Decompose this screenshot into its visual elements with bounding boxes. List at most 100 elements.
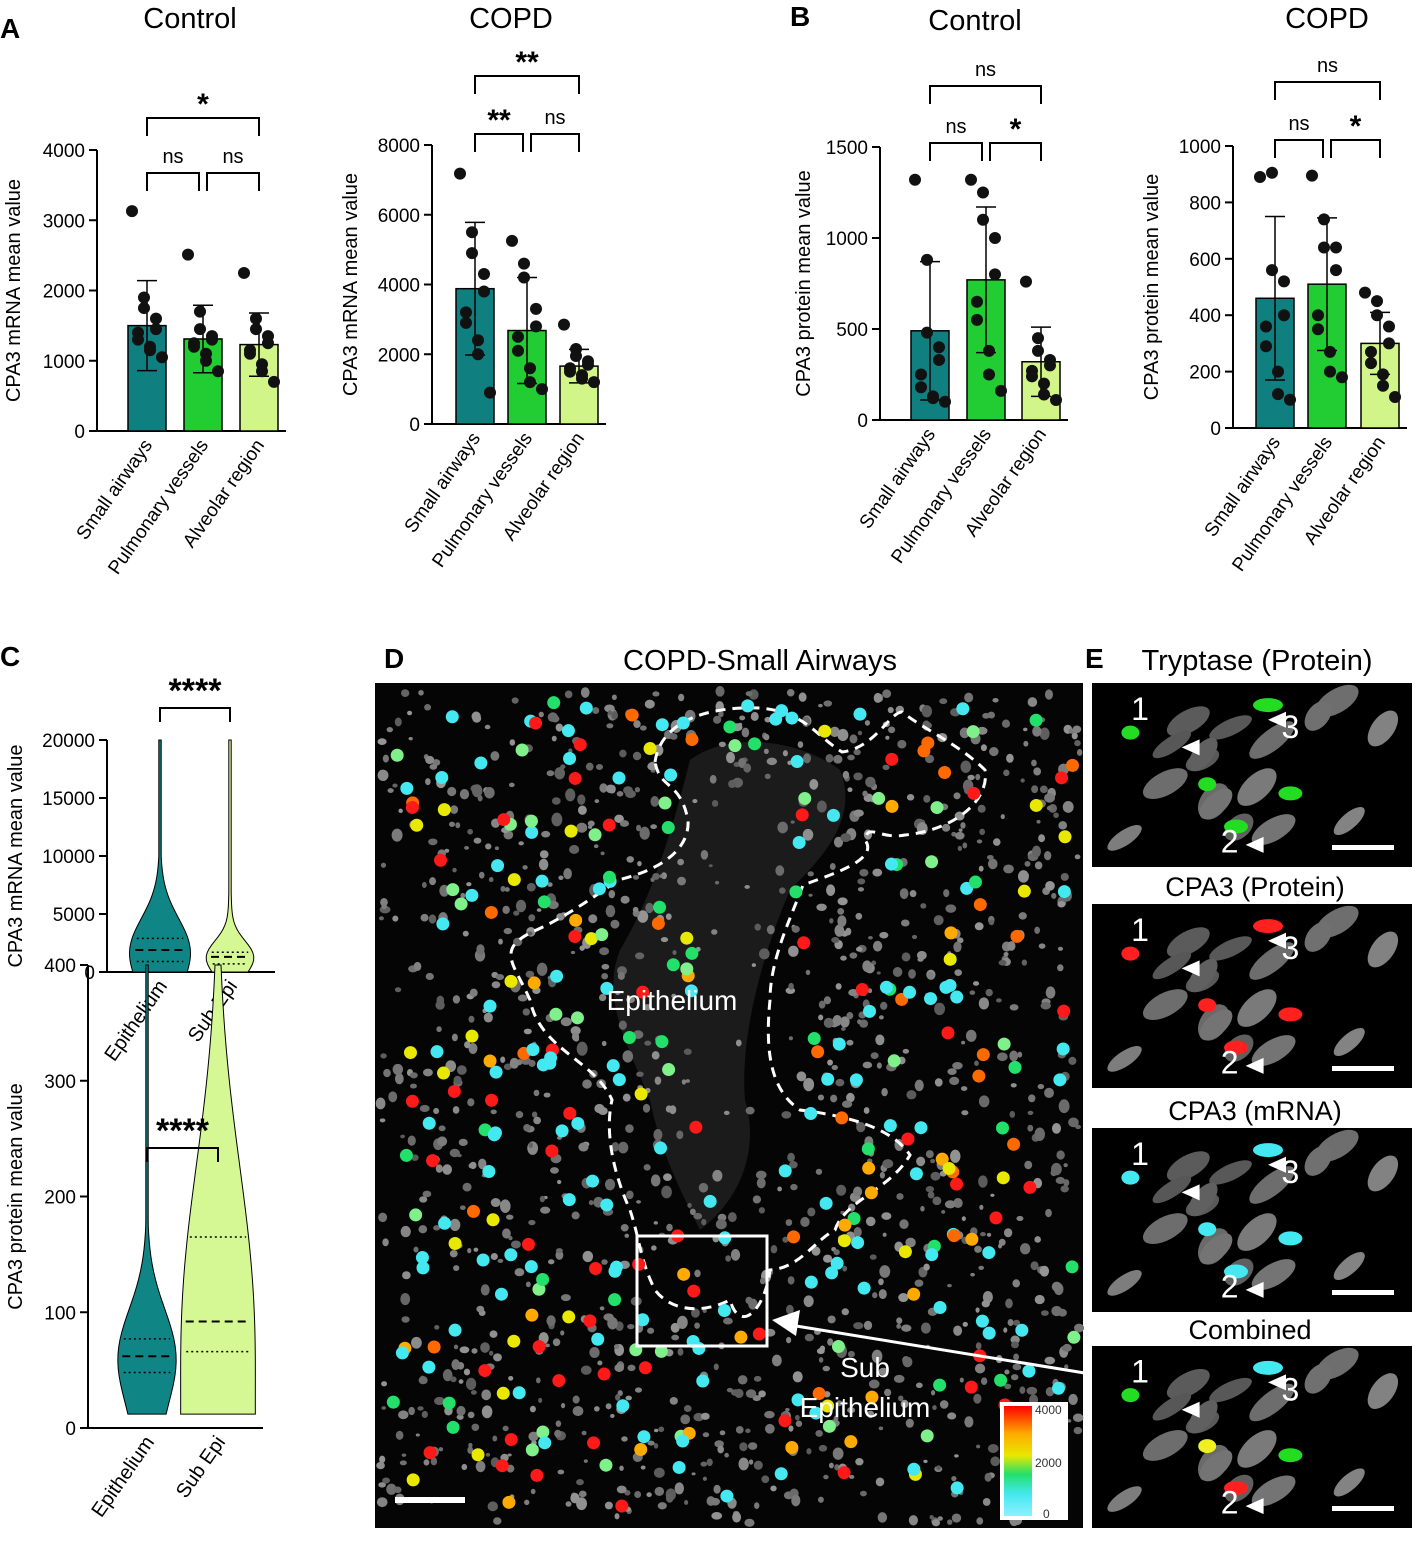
- nucleus: [787, 1276, 795, 1285]
- stain-signal: [1278, 1448, 1303, 1463]
- cell-dot: [654, 1344, 668, 1358]
- nucleus: [745, 1428, 751, 1434]
- nucleus: [902, 1048, 910, 1054]
- nucleus: [711, 929, 718, 935]
- cell-dot: [654, 1141, 668, 1155]
- cell-dot: [536, 1273, 550, 1287]
- data-point: [915, 368, 927, 381]
- nucleus: [581, 1430, 587, 1436]
- cell-dot: [1057, 885, 1071, 899]
- nucleus: [1024, 1160, 1033, 1170]
- nucleus: [835, 983, 842, 990]
- cell-dot: [687, 1284, 701, 1298]
- cell-dot: [386, 1395, 400, 1409]
- data-point: [995, 384, 1007, 397]
- nucleus: [789, 1160, 798, 1169]
- nucleus: [608, 890, 616, 899]
- cell-dot: [423, 1446, 437, 1460]
- cell-dot: [914, 1121, 928, 1135]
- cell-marker-arrow: [1245, 1057, 1264, 1074]
- nucleus: [1023, 740, 1029, 747]
- data-point: [1278, 275, 1290, 288]
- nucleus: [522, 865, 528, 870]
- data-point: [512, 330, 524, 343]
- y-tick-label: 0: [84, 963, 95, 984]
- significance-bracket: [1274, 81, 1381, 100]
- nucleus: [728, 779, 737, 789]
- significance-bracket: [929, 142, 983, 161]
- nucleus: [931, 1519, 941, 1527]
- nucleus: [469, 988, 478, 997]
- cell-dot: [775, 704, 789, 718]
- cell-dot: [676, 716, 690, 730]
- nucleus: [974, 1363, 986, 1374]
- nucleus: [475, 1460, 486, 1473]
- data-point: [156, 351, 168, 364]
- nucleus: [510, 1240, 521, 1249]
- cell-dot: [583, 1314, 597, 1328]
- nucleus: [978, 1095, 990, 1108]
- nucleus: [476, 944, 485, 955]
- tissue-cell: [1188, 737, 1218, 772]
- nucleus: [882, 689, 892, 698]
- cell-dot: [925, 1248, 939, 1262]
- nucleus: [921, 705, 933, 718]
- cell-dot: [785, 1441, 799, 1455]
- nucleus: [527, 1141, 539, 1155]
- nucleus: [599, 783, 608, 793]
- nucleus: [962, 842, 968, 849]
- significance-bracket: [1274, 139, 1324, 158]
- nucleus: [400, 1293, 411, 1306]
- nucleus: [868, 935, 873, 940]
- nucleus: [954, 831, 965, 840]
- cell-dot: [525, 1308, 539, 1322]
- data-point: [460, 306, 472, 319]
- zoom-arrow-head: [772, 1310, 800, 1336]
- nucleus: [978, 1265, 984, 1270]
- data-point: [939, 395, 951, 408]
- nucleus: [451, 1359, 460, 1371]
- data-point: [971, 295, 983, 308]
- nucleus: [659, 874, 664, 878]
- cell-dot: [863, 1004, 877, 1018]
- cell-dot: [410, 818, 424, 832]
- nucleus: [488, 1350, 494, 1356]
- nucleus: [905, 1237, 916, 1248]
- cell-dot: [471, 1448, 485, 1462]
- y-tick-label: 0: [65, 1419, 76, 1440]
- nucleus: [770, 1245, 778, 1254]
- nucleus: [900, 919, 910, 927]
- nucleus: [646, 1492, 652, 1498]
- nucleus: [420, 913, 429, 922]
- nucleus: [978, 997, 990, 1010]
- nucleus: [818, 1496, 824, 1503]
- nucleus: [684, 1500, 689, 1506]
- data-point: [909, 173, 921, 186]
- nucleus: [555, 1248, 563, 1254]
- panel-e-title-cpa3-mrna: CPA3 (mRNA): [1168, 1096, 1342, 1126]
- data-point: [1044, 359, 1056, 372]
- cell-dot: [680, 931, 694, 945]
- nucleus: [1027, 1124, 1034, 1132]
- nucleus: [502, 1228, 511, 1239]
- nucleus: [654, 1486, 665, 1497]
- nucleus: [951, 1513, 962, 1523]
- nucleus: [647, 1327, 655, 1334]
- nucleus: [825, 753, 834, 763]
- stain-signal: [1121, 1388, 1140, 1403]
- y-tick-label: 0: [1210, 419, 1221, 440]
- nucleus: [577, 794, 586, 805]
- nucleus: [711, 1512, 723, 1520]
- cell-dot: [496, 1386, 510, 1400]
- cell-dot: [837, 1466, 851, 1480]
- nucleus: [468, 1015, 475, 1023]
- nucleus: [892, 967, 903, 978]
- cell-dot: [504, 974, 518, 988]
- cell-dot: [405, 1094, 419, 1108]
- data-point: [1312, 323, 1324, 336]
- nucleus: [702, 1476, 707, 1481]
- cell-dot: [550, 969, 564, 983]
- nucleus: [503, 927, 513, 935]
- nucleus: [558, 875, 564, 881]
- nucleus: [944, 1200, 956, 1209]
